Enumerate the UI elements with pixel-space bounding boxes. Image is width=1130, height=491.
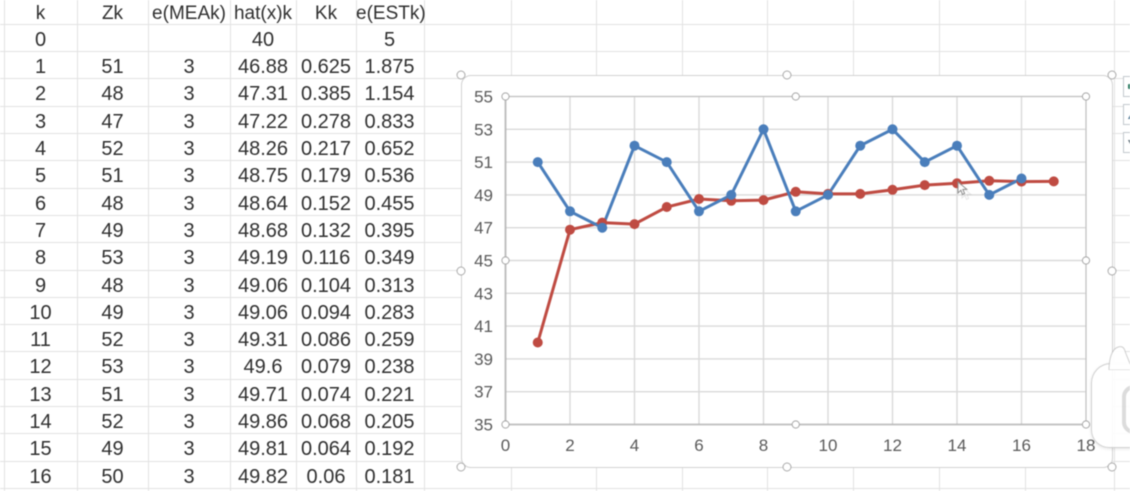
svg-text:12: 12	[883, 436, 902, 455]
svg-text:4: 4	[630, 436, 639, 455]
svg-text:55: 55	[474, 88, 493, 107]
svg-text:39: 39	[474, 350, 493, 369]
svg-text:51: 51	[474, 153, 493, 172]
svg-text:6: 6	[694, 436, 703, 455]
svg-text:53: 53	[474, 120, 493, 139]
svg-text:16: 16	[1012, 436, 1031, 455]
svg-text:37: 37	[474, 383, 493, 402]
svg-text:14: 14	[948, 436, 967, 455]
svg-text:18: 18	[1077, 436, 1096, 455]
svg-text:35: 35	[474, 416, 493, 435]
svg-text:10: 10	[819, 436, 838, 455]
svg-text:49: 49	[474, 186, 493, 205]
svg-text:2: 2	[565, 436, 574, 455]
svg-text:0: 0	[501, 436, 510, 455]
svg-text:41: 41	[474, 317, 493, 336]
svg-text:8: 8	[759, 436, 768, 455]
svg-text:45: 45	[474, 252, 493, 271]
svg-text:43: 43	[474, 284, 493, 303]
svg-text:47: 47	[474, 219, 493, 238]
